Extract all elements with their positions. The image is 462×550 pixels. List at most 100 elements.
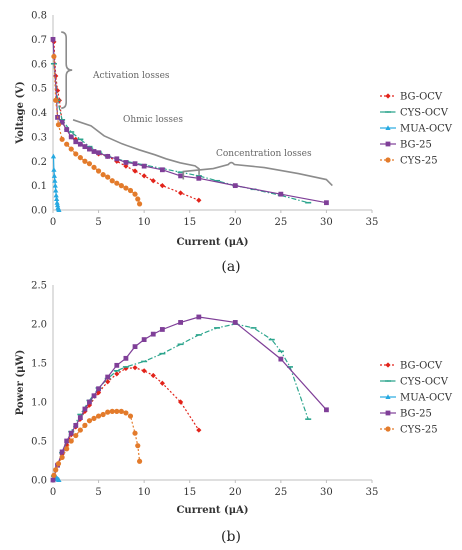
y-tick-label: 0.5 [31,84,47,95]
data-point [118,183,124,189]
data-point [105,174,111,180]
data-point [123,185,129,191]
data-point [114,408,120,414]
data-point [178,190,184,196]
y-tick-label: 0.0 [31,206,47,217]
data-point [51,472,57,478]
x-tick-label: 10 [138,487,151,498]
data-point [135,443,141,449]
legend-marker [385,141,391,147]
data-point [82,158,88,164]
data-point [136,201,143,207]
data-point [159,183,165,189]
y-tick-label: 0.3 [31,132,47,143]
y-tick-label: 0.6 [31,59,47,70]
panel-label: (a) [221,259,240,275]
legend-entry: BG-25 [400,409,432,420]
data-point [109,178,115,184]
data-point [196,175,202,181]
data-point [73,139,79,145]
data-point [51,166,57,172]
data-point [114,362,120,368]
data-point [132,430,138,436]
y-tick-label: 1.0 [31,398,47,409]
y-tick-label: 0.1 [31,181,47,192]
y-tick-label: 1.5 [31,359,47,370]
y-tick-label: 0.7 [31,35,47,46]
data-point [68,134,74,140]
data-point [196,197,202,203]
x-tick-label: 30 [320,217,333,228]
x-tick-label: 10 [138,217,151,228]
y-tick-label: 0.8 [31,11,47,22]
data-point [53,467,59,473]
data-point [64,446,70,452]
data-point [54,202,61,208]
series-cys-25 [51,408,143,478]
data-point [53,192,59,198]
data-point [109,408,115,414]
data-point [59,119,65,125]
legend-marker [385,125,391,130]
series-bg-25 [50,314,329,483]
data-point [150,331,156,337]
panel-label: (b) [221,529,241,545]
legend-marker [385,394,391,399]
data-point [178,320,183,325]
data-point [132,191,138,197]
series-mua-ocv [50,153,62,212]
data-point [96,386,101,392]
data-point [73,151,79,157]
y-tick-label: 0.2 [31,157,47,168]
data-point [77,415,83,420]
data-point [95,413,102,419]
y-tick-label: 2.0 [31,320,47,331]
data-point [114,180,120,186]
data-point [123,160,129,165]
data-point [100,172,106,178]
data-point [159,380,165,386]
data-point [232,320,238,325]
x-tick-label: 35 [366,217,379,228]
data-point [54,87,61,94]
data-point [232,183,238,189]
concentration-brace [182,161,333,187]
data-point [59,454,65,460]
voltage-chart: 0 5 10 15 20 25 30 35 0.0 0.1 0.2 0.3 0.4 0.5 0.6 0.7 0.… [15,11,453,276]
power-chart: 0 5 10 15 20 25 30 35 0.0 0.5 1.0 1.5 2.0 2.5 Current … [15,281,453,546]
series-cys-ocv [50,62,312,204]
data-point [52,182,58,188]
series-line [52,39,327,204]
annotation-activation: Activation losses [92,71,170,81]
y-axis-label: Voltage (V) [15,81,26,144]
y-axis-label: Power (μW) [15,350,26,416]
data-point [86,418,93,424]
data-point [132,161,138,167]
legend-entry: CYS-25 [400,425,438,436]
series-line [53,56,141,205]
data-point [136,458,143,464]
x-tick-label: 20 [229,487,242,498]
data-point [77,427,83,433]
data-point [105,409,111,415]
x-tick-label: 30 [320,487,333,498]
legend-entry: CYS-OCV [400,377,449,388]
data-point [196,314,202,320]
legend-marker [385,362,391,368]
data-point [82,406,88,412]
data-point [105,374,111,380]
data-point [77,141,83,147]
data-point [64,127,70,132]
data-point [54,196,60,202]
annotations: Activation losses Ohmic losses Concentrati… [61,31,333,187]
data-point [53,97,59,103]
data-point [64,141,70,147]
data-point [51,173,57,178]
legend-marker [385,426,391,432]
x-tick-label: 0 [50,217,56,228]
data-point [324,407,329,413]
data-point [118,408,124,414]
legend-entry: BG-25 [400,140,432,151]
data-point [100,411,106,418]
x-axis-label: Current (μA) [176,505,248,516]
